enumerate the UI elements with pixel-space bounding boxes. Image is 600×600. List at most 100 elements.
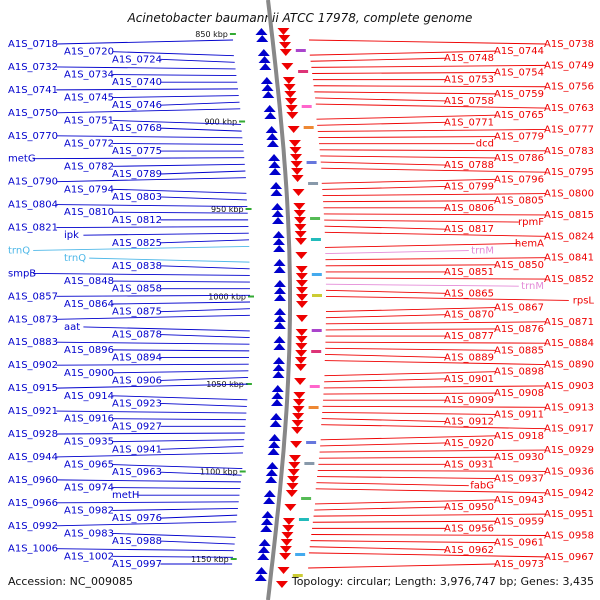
gene-leader-line [112,74,237,77]
reverse-gene-arrow [291,420,304,427]
feature-block [308,406,319,409]
gene-leader-line [325,341,546,344]
gene-leader-line [314,506,446,511]
forward-gene-arrow [265,476,278,483]
gene-label: A1S_0988 [112,536,162,547]
feature-block [301,105,312,108]
gene-leader-line [56,135,243,139]
gene-label: A1S_0890 [544,360,594,371]
gene-label: A1S_0817 [444,224,494,235]
gene-label: A1S_0920 [444,438,494,449]
reverse-gene-arrow [294,224,307,231]
forward-gene-arrow [255,28,268,35]
gene-leader-line [56,204,248,208]
reverse-gene-arrow [292,189,305,196]
reverse-gene-arrow [295,329,308,336]
feature-block [295,49,306,52]
gene-leader-line [309,39,546,45]
gene-leader-line [112,508,238,511]
forward-gene-arrow [273,343,286,350]
gene-label: A1S_0788 [444,160,494,171]
gene-label: A1S_0961 [494,538,544,549]
gene-label: A1S_0914 [64,391,114,402]
forward-gene-arrow [266,133,279,140]
reverse-gene-arrow [290,154,303,161]
reverse-gene-arrow [294,238,307,245]
gene-label: A1S_0918 [494,431,544,442]
forward-gene-arrow [265,469,278,476]
gene-label: A1S_0740 [112,77,162,88]
gene-label: A1S_0936 [544,466,594,477]
gene-label: trnQ [8,245,30,256]
forward-gene-arrow [268,154,281,161]
gene-leader-line [323,385,546,389]
reverse-gene-arrow [291,427,304,434]
forward-gene-arrow [257,546,270,553]
gene-leader-line [112,418,246,421]
gene-label: A1S_0805 [494,196,544,207]
gene-leader-line [325,314,446,319]
gene-leader-line [319,149,546,152]
gene-label: A1S_0902 [8,360,58,371]
forward-gene-arrow [273,308,286,315]
gene-leader-line [323,213,546,216]
gene-leader-line [56,294,250,297]
gene-leader-line [317,476,496,479]
gene-label: aat [64,322,80,333]
scale-tick [230,558,237,560]
gene-leader-line [321,418,446,422]
gene-leader-line [160,308,250,313]
feature-block [310,217,321,220]
reverse-gene-arrow [294,378,307,385]
scale-tick-label: 1000 kbp [208,293,246,302]
forward-gene-arrow [262,91,275,98]
gene-label: A1S_0794 [64,184,114,195]
gene-leader-line [318,136,496,139]
reverse-gene-arrow [285,98,297,105]
gene-label: A1S_0878 [112,330,162,341]
gene-leader-line [322,411,496,415]
gene-leader-line [321,167,546,173]
forward-gene-arrow [270,413,283,420]
reverse-gene-arrow [294,357,307,364]
feature-tracks [254,28,322,588]
gene-label: A1S_0958 [544,531,594,542]
gene-label: A1S_0884 [544,338,594,349]
gene-leader-line [310,57,446,62]
forward-gene-arrow [272,357,285,364]
forward-gene-arrow [268,161,281,168]
gene-label: A1S_0824 [544,231,594,242]
gene-leader-line [325,328,496,331]
gene-leader-line [56,177,246,183]
gene-leader-line [322,193,546,197]
gene-leader-line [325,264,496,267]
gene-leader-line [321,424,546,430]
gene-leader-line [160,239,250,244]
gene-label: A1S_0867 [494,303,544,314]
reverse-gene-arrow [295,336,308,343]
gene-leader-line [310,540,496,544]
gene-label: A1S_0943 [494,495,544,506]
forward-gene-arrow [273,322,286,329]
reverse-gene-arrow [295,273,308,280]
gene-leader-line [324,219,519,223]
scale-tick-label: 950 kbp [211,205,244,214]
reverse-gene-arrow [294,364,307,371]
gene-leader-line [83,326,250,332]
forward-gene-arrow [268,434,281,441]
gene-leader-line [112,120,241,125]
reverse-gene-arrow [294,231,307,238]
gene-label: A1S_0871 [544,317,594,328]
gene-label: A1S_0782 [64,161,114,172]
gene-leader-line [160,514,238,519]
forward-gene-arrow [263,497,276,504]
feature-block [306,161,317,164]
gene-label: A1S_0976 [112,513,162,524]
gene-label: A1S_0931 [444,459,494,470]
reverse-gene-arrow [277,28,290,35]
gene-leader-line [313,513,546,517]
gene-label: A1S_0967 [544,552,594,563]
gene-label: A1S_0745 [64,93,114,104]
reverse-gene-arrow [286,483,299,490]
